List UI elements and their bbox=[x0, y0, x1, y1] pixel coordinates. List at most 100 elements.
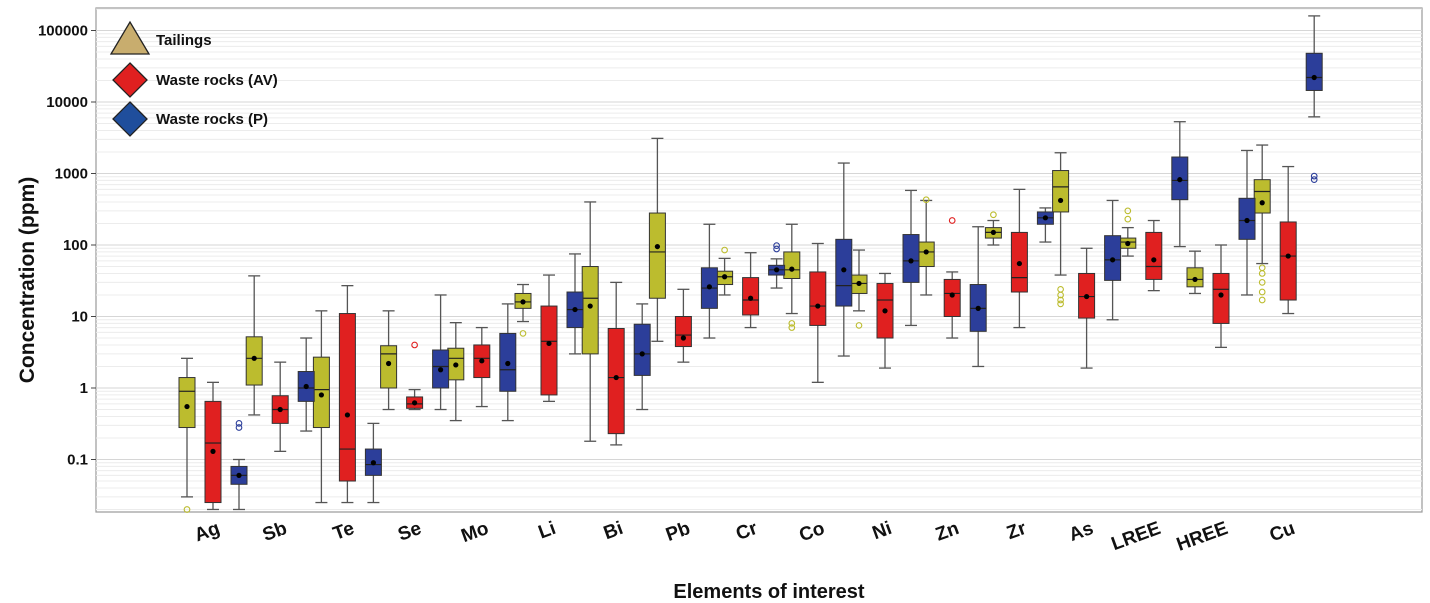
box bbox=[674, 316, 692, 348]
y-tick-label: 100 bbox=[63, 237, 88, 254]
y-tick-label: 1 bbox=[80, 380, 88, 397]
outlier-point bbox=[519, 330, 527, 337]
legend-diamond-icon bbox=[112, 101, 148, 137]
category-label: Cu bbox=[1267, 518, 1298, 546]
mean-point bbox=[908, 258, 914, 264]
box bbox=[338, 313, 356, 482]
y-tick-label: 10 bbox=[71, 309, 88, 326]
mean-point bbox=[386, 360, 392, 367]
category-label: Te bbox=[330, 518, 357, 545]
mean-point bbox=[639, 351, 645, 357]
x-axis: Ag Sb Te Se Mo Li Bi Pb Cr Co Ni Zn Zr As LREE HREE Cu bbox=[192, 518, 1298, 556]
box bbox=[633, 323, 651, 376]
mean-point bbox=[277, 406, 283, 413]
box bbox=[943, 278, 961, 317]
outlier-point bbox=[1124, 215, 1132, 223]
mean-point bbox=[1311, 74, 1317, 81]
category-label: Pb bbox=[663, 518, 693, 546]
plot-area bbox=[95, 7, 1423, 513]
mean-point bbox=[572, 306, 578, 313]
mean-point bbox=[1042, 215, 1048, 221]
mean-point bbox=[479, 358, 485, 364]
mean-point bbox=[1151, 257, 1157, 263]
series-2 bbox=[230, 15, 1323, 511]
category-label: LREE bbox=[1109, 518, 1164, 555]
mean-point bbox=[453, 362, 459, 368]
box bbox=[607, 327, 625, 435]
outlier-point bbox=[773, 245, 780, 253]
mean-point bbox=[990, 229, 997, 236]
mean-point bbox=[882, 308, 888, 314]
legend-label: Waste rocks (P) bbox=[156, 111, 268, 128]
mean-point bbox=[1192, 276, 1198, 283]
legend-label: Waste rocks (AV) bbox=[156, 72, 278, 89]
outlier-point bbox=[1057, 285, 1064, 293]
box bbox=[1305, 52, 1323, 91]
series-1 bbox=[204, 165, 1297, 511]
outlier-point bbox=[948, 217, 956, 224]
y-tick-label: 10000 bbox=[46, 94, 88, 111]
outlier-point bbox=[1057, 300, 1064, 308]
category-label: Li bbox=[536, 518, 559, 544]
y-tick-label: 0.1 bbox=[67, 452, 88, 469]
mean-point bbox=[303, 383, 309, 390]
mean-point bbox=[587, 303, 593, 309]
box bbox=[1212, 272, 1230, 324]
mean-point bbox=[546, 340, 552, 347]
category-label: As bbox=[1066, 518, 1096, 546]
mean-point bbox=[1110, 257, 1116, 263]
mean-point bbox=[520, 299, 526, 305]
category-label: Sb bbox=[260, 518, 290, 546]
outlier-point bbox=[1124, 207, 1132, 215]
category-label: Zr bbox=[1004, 518, 1030, 544]
y-axis-title: Concentration (ppm) bbox=[16, 177, 39, 383]
mean-point bbox=[210, 448, 216, 454]
category-label: Zn bbox=[933, 518, 962, 546]
category-label: Ag bbox=[192, 518, 223, 546]
category-label: Se bbox=[395, 518, 424, 546]
outlier-point bbox=[788, 320, 796, 327]
outlier-point bbox=[922, 196, 930, 204]
box bbox=[1145, 231, 1163, 280]
box bbox=[178, 377, 196, 429]
box-marks bbox=[178, 15, 1323, 513]
box bbox=[1253, 179, 1271, 214]
box bbox=[648, 212, 666, 299]
outlier-point bbox=[235, 424, 243, 431]
mean-point bbox=[184, 403, 190, 410]
mean-point bbox=[856, 280, 862, 287]
mean-point bbox=[975, 305, 981, 311]
mean-point bbox=[344, 412, 350, 418]
box bbox=[809, 271, 827, 326]
mean-point bbox=[318, 392, 324, 398]
y-tick-label: 1000 bbox=[55, 166, 88, 183]
mean-point bbox=[841, 267, 847, 273]
box bbox=[1279, 221, 1297, 301]
mean-point bbox=[654, 243, 661, 250]
mean-point bbox=[1125, 240, 1131, 247]
box bbox=[540, 305, 558, 396]
mean-point bbox=[949, 292, 955, 298]
outlier-point bbox=[235, 420, 243, 427]
mean-point bbox=[706, 284, 713, 290]
category-label: Cr bbox=[733, 518, 761, 545]
mean-point bbox=[412, 400, 418, 406]
outlier-point bbox=[773, 242, 780, 249]
y-axis: 0.1 1 10 100 1000 10000 100000 bbox=[38, 23, 96, 469]
outlier-point bbox=[855, 322, 863, 329]
mean-point bbox=[680, 335, 687, 341]
mean-point bbox=[438, 367, 444, 373]
box bbox=[581, 266, 599, 355]
outlier-point bbox=[183, 506, 191, 513]
mean-point bbox=[1016, 260, 1023, 267]
mean-point bbox=[789, 266, 795, 272]
mean-point bbox=[1177, 177, 1183, 183]
mean-point bbox=[774, 267, 780, 273]
legend-triangle-icon bbox=[109, 20, 151, 55]
category-label: Mo bbox=[459, 518, 492, 547]
box bbox=[835, 238, 853, 307]
outlier-point bbox=[990, 211, 997, 219]
mean-point bbox=[505, 360, 511, 367]
